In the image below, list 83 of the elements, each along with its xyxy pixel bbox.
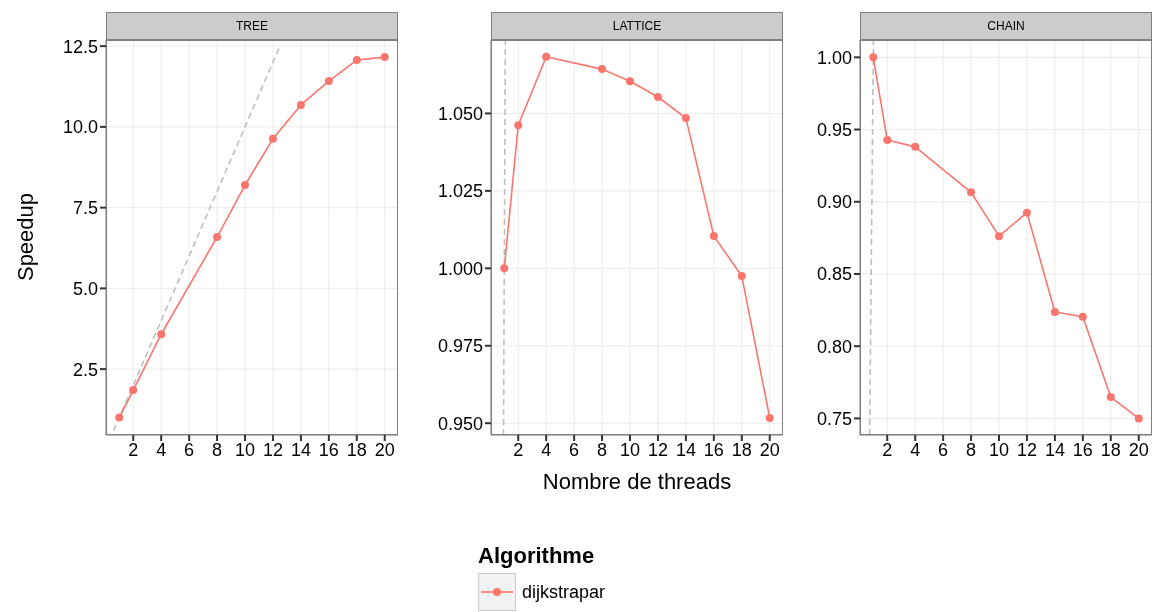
x-tick-label: 16 xyxy=(703,439,724,460)
point xyxy=(869,53,878,62)
x-tick-label: 4 xyxy=(541,439,552,460)
y-tick-label: 0.85 xyxy=(816,264,852,285)
point xyxy=(1022,208,1031,217)
x-tick-label: 2 xyxy=(513,439,524,460)
point xyxy=(1106,393,1115,402)
x-tick-label: 18 xyxy=(731,439,752,460)
point xyxy=(911,142,920,151)
y-tick-label: 0.95 xyxy=(816,119,852,140)
x-tick-label: 8 xyxy=(966,439,977,460)
x-tick-label: 6 xyxy=(184,439,195,460)
point xyxy=(241,181,250,190)
x-tick-label: 18 xyxy=(346,439,367,460)
chart-title: LATTICE xyxy=(491,12,783,40)
point xyxy=(681,114,690,123)
x-tick-label: 16 xyxy=(1072,439,1093,460)
x-tick-label: 4 xyxy=(156,439,167,460)
x-tick-label: 20 xyxy=(374,439,395,460)
y-tick-label: 1.00 xyxy=(816,47,852,68)
x-tick-label: 18 xyxy=(1100,439,1121,460)
point xyxy=(514,121,523,130)
y-tick-label: 10.0 xyxy=(62,117,98,138)
chart-title: TREE xyxy=(106,12,398,40)
x-tick-label: 12 xyxy=(647,439,668,460)
x-tick-label: 8 xyxy=(212,439,223,460)
point xyxy=(268,134,277,143)
point xyxy=(324,77,333,86)
x-tick-label: 10 xyxy=(620,439,641,460)
y-tick-label: 0.75 xyxy=(816,408,852,429)
point xyxy=(765,413,774,422)
point xyxy=(352,56,361,65)
x-tick-label: 14 xyxy=(1044,439,1065,460)
point xyxy=(967,188,976,197)
x-tick-label: 16 xyxy=(318,439,339,460)
y-tick-label: 0.950 xyxy=(437,413,483,434)
x-tick-label: 2 xyxy=(882,439,893,460)
y-tick-label: 5.0 xyxy=(72,278,98,299)
x-tick-label: 6 xyxy=(569,439,580,460)
point xyxy=(598,65,607,74)
point xyxy=(737,272,746,281)
legend-title: Algorithme xyxy=(478,543,596,569)
point xyxy=(213,233,222,242)
point xyxy=(653,93,662,101)
point xyxy=(500,264,509,273)
point xyxy=(542,52,551,61)
y-tick-label: 0.80 xyxy=(816,336,852,357)
y-tick-label: 12.5 xyxy=(62,36,98,57)
point xyxy=(296,100,305,109)
x-tick-label: 14 xyxy=(290,439,311,460)
x-tick-label: 6 xyxy=(938,439,949,460)
point xyxy=(626,77,635,86)
y-tick-label: 7.5 xyxy=(72,198,98,219)
point xyxy=(995,232,1004,241)
point xyxy=(883,136,892,145)
point xyxy=(380,53,389,62)
x-tick-label: 14 xyxy=(675,439,696,460)
x-tick-label: 12 xyxy=(262,439,283,460)
x-tick-label: 20 xyxy=(759,439,780,460)
legend-label: dijkstrapar xyxy=(522,581,606,603)
point xyxy=(129,386,138,395)
y-tick-label: 2.5 xyxy=(72,359,98,380)
point xyxy=(115,413,124,422)
x-tick-label: 10 xyxy=(989,439,1010,460)
x-tick-label: 12 xyxy=(1016,439,1037,460)
point xyxy=(1078,312,1087,321)
x-tick-label: 20 xyxy=(1128,439,1149,460)
point xyxy=(709,232,718,241)
x-tick-label: 10 xyxy=(235,439,256,460)
x-tick-label: 8 xyxy=(597,439,608,460)
y-tick-label: 0.90 xyxy=(816,192,852,213)
chart-title: CHAIN xyxy=(860,12,1152,40)
point xyxy=(1050,307,1059,316)
y-tick-label: 0.975 xyxy=(437,336,483,357)
x-axis-title: Nombre de threads xyxy=(541,469,733,495)
y-axis-title: Speedup xyxy=(13,192,39,281)
y-tick-label: 1.000 xyxy=(437,258,483,279)
point xyxy=(1134,414,1143,423)
point xyxy=(157,330,166,339)
x-tick-label: 2 xyxy=(128,439,139,460)
x-tick-label: 4 xyxy=(910,439,921,460)
y-tick-label: 1.050 xyxy=(437,103,483,124)
y-tick-label: 1.025 xyxy=(437,181,483,202)
